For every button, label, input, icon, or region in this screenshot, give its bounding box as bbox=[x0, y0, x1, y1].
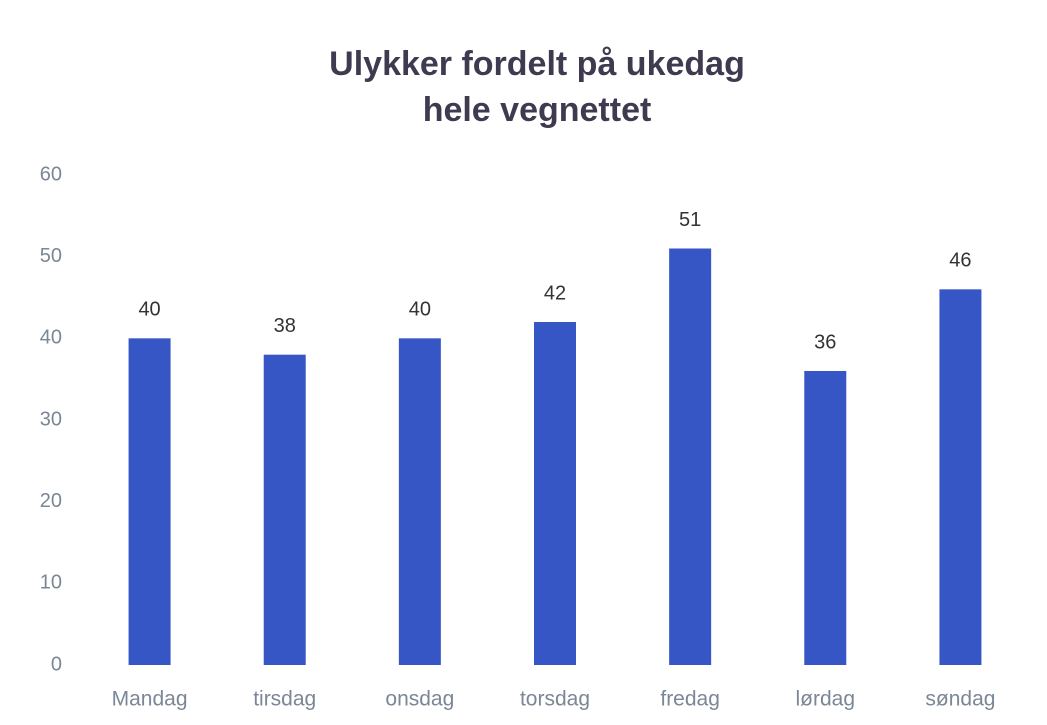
data-label: 51 bbox=[679, 209, 701, 231]
x-tick-label: søndag bbox=[925, 688, 995, 711]
data-label: 46 bbox=[949, 250, 971, 272]
y-tick-label: 20 bbox=[40, 490, 62, 512]
bar bbox=[263, 354, 306, 665]
bar bbox=[398, 338, 441, 665]
x-tick-label: torsdag bbox=[520, 688, 590, 711]
data-label: 42 bbox=[544, 282, 566, 304]
y-tick-label: 40 bbox=[40, 327, 62, 349]
y-tick-label: 60 bbox=[40, 163, 62, 185]
y-tick-label: 10 bbox=[40, 572, 62, 594]
data-label: 40 bbox=[138, 299, 160, 321]
x-tick-label: lørdag bbox=[796, 688, 856, 711]
bar bbox=[669, 248, 712, 665]
x-tick-label: tirsdag bbox=[253, 688, 316, 711]
x-tick-label: onsdag bbox=[385, 688, 454, 711]
x-tick-label: Mandag bbox=[112, 688, 188, 711]
bar bbox=[939, 289, 982, 665]
chart-title: hele vegnettet bbox=[423, 91, 652, 129]
bar bbox=[128, 338, 171, 665]
y-tick-label: 50 bbox=[40, 245, 62, 267]
chart-title: Ulykker fordelt på ukedag bbox=[329, 45, 745, 83]
data-label: 38 bbox=[274, 315, 296, 337]
y-tick-label: 0 bbox=[51, 653, 62, 675]
y-tick-label: 30 bbox=[40, 408, 62, 430]
bar bbox=[804, 371, 847, 665]
data-label: 36 bbox=[814, 331, 836, 353]
x-tick-label: fredag bbox=[660, 688, 720, 711]
data-label: 40 bbox=[409, 299, 431, 321]
bar bbox=[534, 322, 576, 665]
